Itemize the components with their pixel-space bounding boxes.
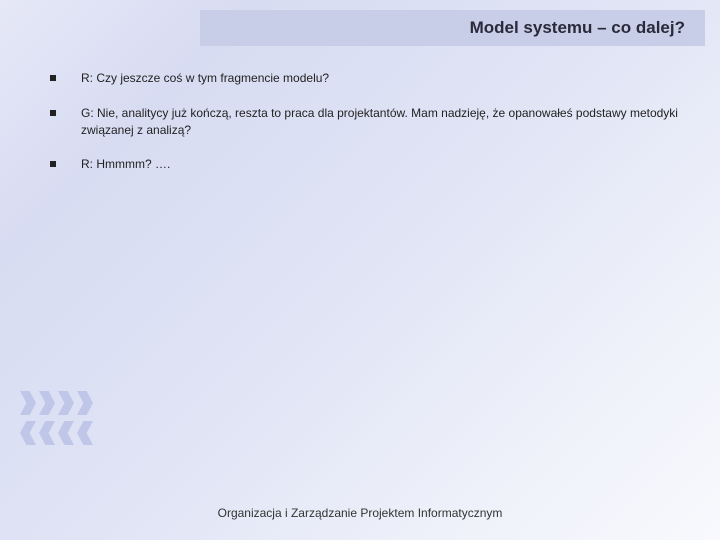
content-area: R: Czy jeszcze coś w tym fragmencie mode… xyxy=(50,70,690,191)
bullet-text: R: Czy jeszcze coś w tym fragmencie mode… xyxy=(81,70,329,87)
chevron-left-icon xyxy=(20,421,36,445)
bullet-text: R: Hmmmm? …. xyxy=(81,156,170,173)
bullet-item: R: Czy jeszcze coś w tym fragmencie mode… xyxy=(50,70,690,87)
slide-title: Model systemu – co dalej? xyxy=(470,18,685,38)
chevron-left-icon xyxy=(58,421,74,445)
footer-text: Organizacja i Zarządzanie Projektem Info… xyxy=(0,506,720,520)
chevron-right-icon xyxy=(58,391,74,415)
title-bar: Model systemu – co dalej? xyxy=(200,10,705,46)
bullet-text: G: Nie, analitycy już kończą, reszta to … xyxy=(81,105,690,139)
bullet-item: R: Hmmmm? …. xyxy=(50,156,690,173)
bullet-marker xyxy=(50,161,56,167)
bullet-item: G: Nie, analitycy już kończą, reszta to … xyxy=(50,105,690,139)
decoration-chevrons xyxy=(20,391,94,445)
chevron-right-icon xyxy=(39,391,55,415)
bullet-marker xyxy=(50,75,56,81)
chevron-left-icon xyxy=(39,421,55,445)
chevron-right-icon xyxy=(77,391,93,415)
chevron-left-icon xyxy=(77,421,93,445)
chevron-right-icon xyxy=(20,391,36,415)
chevron-row-right xyxy=(20,391,94,415)
bullet-marker xyxy=(50,110,56,116)
chevron-row-left xyxy=(20,421,94,445)
